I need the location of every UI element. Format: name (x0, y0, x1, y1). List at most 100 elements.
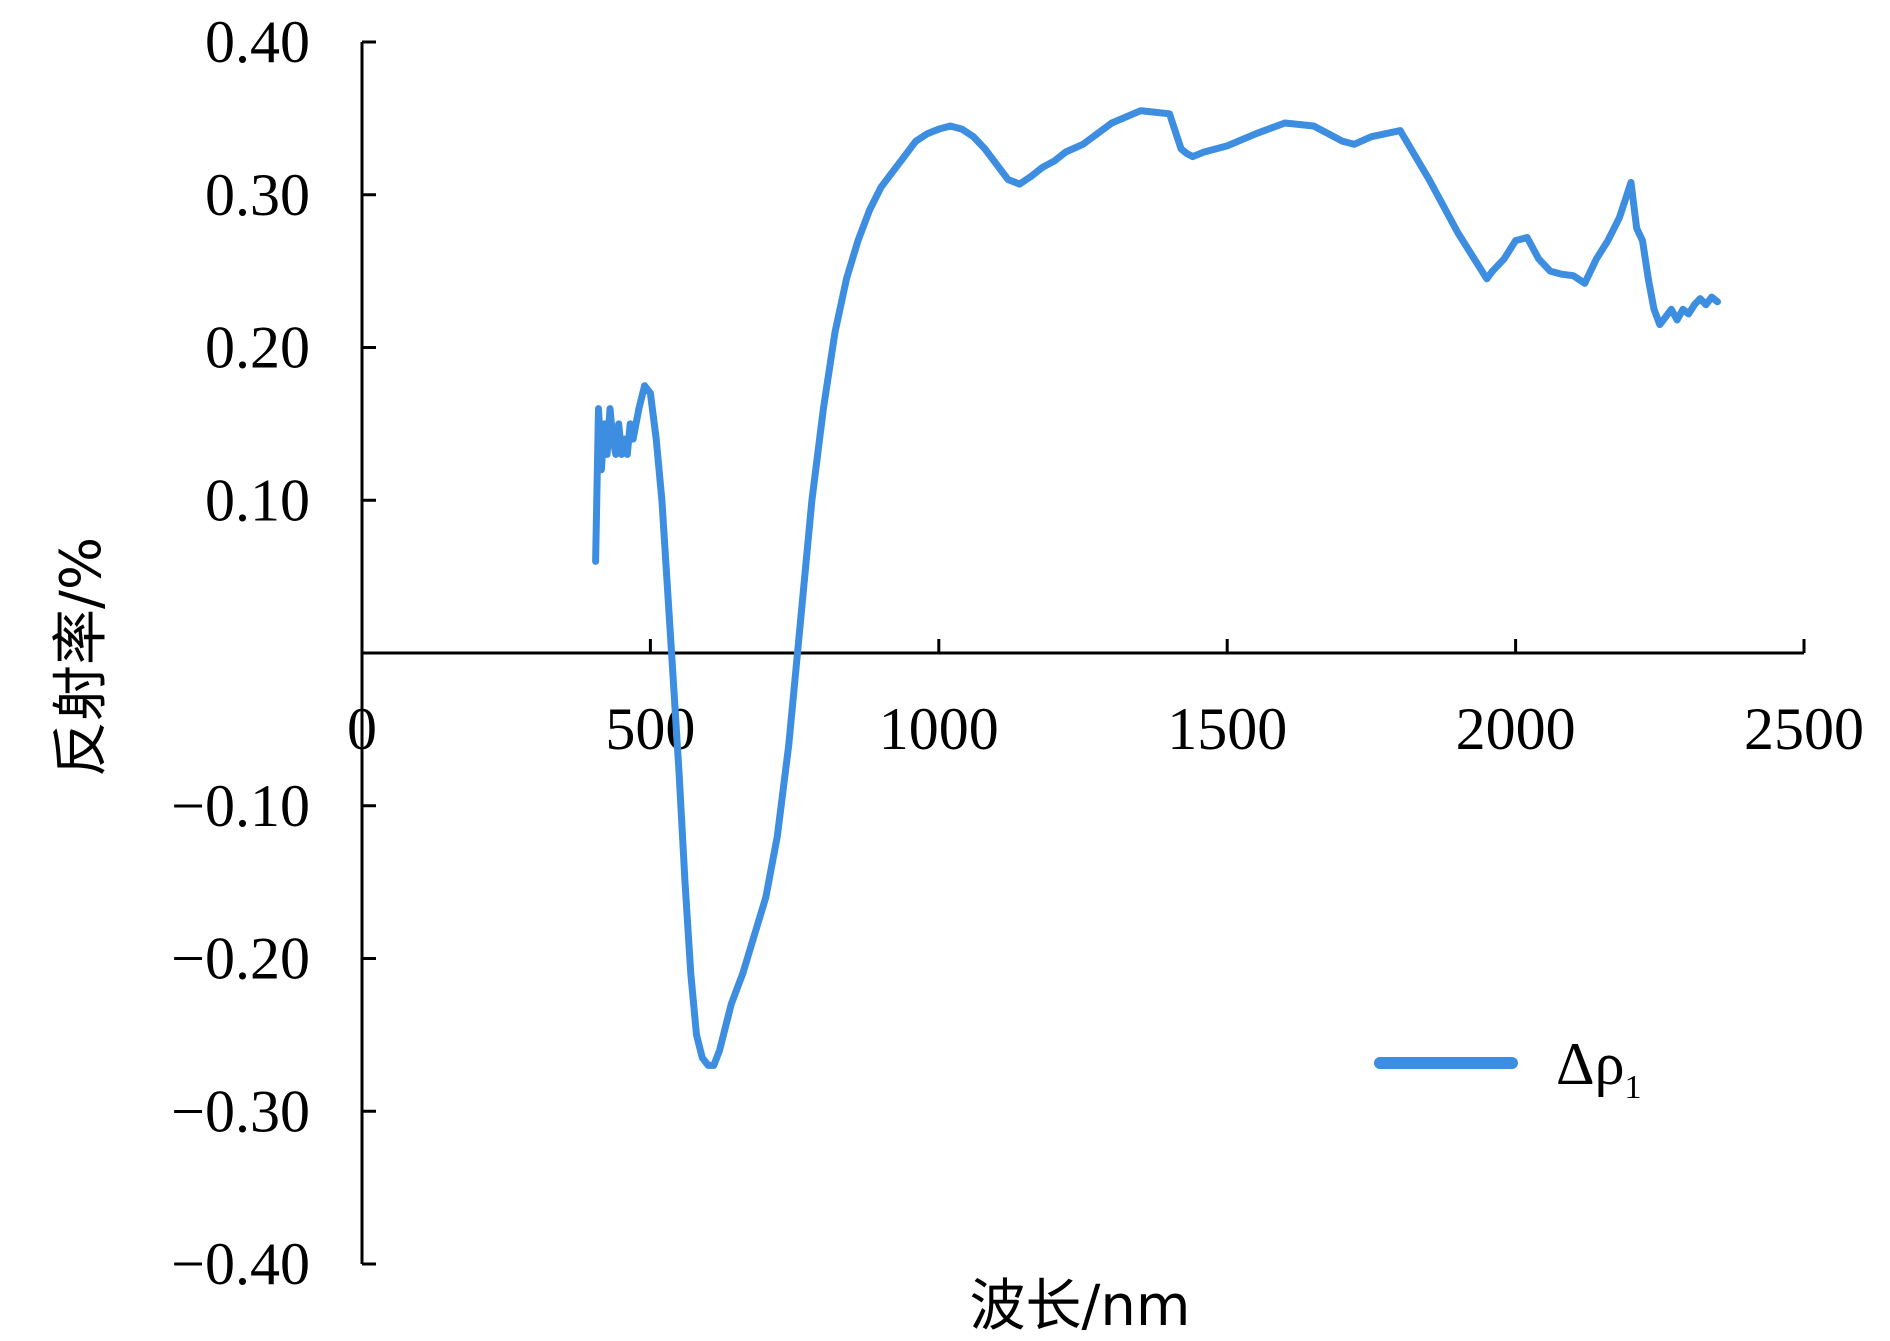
data-point (606, 405, 614, 412)
data-point (1593, 255, 1600, 263)
data-point (1339, 138, 1346, 145)
data-point (912, 138, 919, 145)
data-point (843, 275, 850, 282)
data-point (676, 772, 683, 779)
data-point (624, 451, 631, 458)
data-point (1627, 179, 1635, 186)
data-point (981, 145, 989, 153)
data-point (877, 183, 885, 191)
data-point (808, 497, 816, 504)
data-point (1483, 275, 1491, 282)
data-point (1512, 237, 1519, 244)
data-point (1016, 180, 1023, 188)
data-point (1281, 119, 1289, 127)
x-tick-label: 0 (347, 696, 377, 762)
data-point (1662, 313, 1669, 321)
data-point (1581, 280, 1589, 287)
data-point (728, 1001, 735, 1008)
data-point (1177, 145, 1185, 153)
data-point (635, 405, 643, 412)
data-point (1708, 293, 1715, 301)
data-point (722, 1023, 729, 1031)
data-point (1668, 306, 1675, 313)
data-point (592, 558, 599, 565)
data-point (1454, 229, 1462, 237)
data-point (612, 451, 619, 458)
data-point (653, 435, 660, 443)
data-point (935, 125, 942, 133)
series-line (592, 107, 1721, 1069)
data-point (1702, 301, 1710, 308)
data-point (774, 833, 781, 840)
data-point (866, 206, 873, 214)
x-tick-label: 500 (605, 696, 695, 762)
x-tick-label: 1000 (879, 696, 999, 762)
data-point (820, 405, 827, 412)
data-point (621, 435, 628, 443)
data-point (1650, 306, 1658, 313)
data-point (615, 420, 622, 428)
y-tick-label: −0.10 (171, 773, 310, 839)
x-axis-title: 波长/nm (970, 1274, 1191, 1339)
data-point (687, 970, 694, 977)
data-point (993, 161, 1000, 168)
data-point (603, 451, 611, 458)
data-point (1224, 142, 1231, 150)
data-point (601, 420, 608, 428)
y-tick-label: −0.40 (171, 1231, 310, 1297)
data-point (598, 466, 605, 473)
data-point (1685, 310, 1692, 318)
y-tick-label: 0.10 (205, 467, 310, 533)
data-point (797, 619, 804, 626)
data-point (1523, 234, 1531, 241)
x-tick-label: 2000 (1456, 696, 1576, 762)
data-point (947, 122, 954, 130)
data-point (629, 435, 637, 443)
data-point (1500, 255, 1508, 263)
data-point (1633, 225, 1640, 232)
data-point (1166, 110, 1173, 118)
data-point (733, 985, 741, 993)
legend: Δρ1 (1374, 1031, 1642, 1106)
data-point (1558, 271, 1565, 278)
data-point (1051, 157, 1058, 165)
data-point (1714, 298, 1721, 305)
data-point (716, 1047, 723, 1054)
data-point (1368, 133, 1375, 140)
data-point (1183, 150, 1191, 157)
x-tick-label: 1500 (1167, 696, 1287, 762)
legend-symbol: Δρ (1556, 1031, 1625, 1097)
data-point (1079, 141, 1087, 148)
y-tick-label: 0.20 (205, 315, 310, 381)
data-point (1350, 141, 1358, 148)
data-point (1639, 237, 1646, 244)
data-point (699, 1054, 706, 1062)
data-point (1535, 255, 1542, 263)
data-point (627, 420, 634, 428)
data-point (1062, 148, 1069, 156)
data-point (924, 130, 931, 137)
y-tick-label: −0.30 (171, 1078, 310, 1144)
legend-subscript: 1 (1625, 1069, 1642, 1106)
x-tick-label: 2500 (1744, 696, 1864, 762)
data-point (1570, 272, 1577, 279)
data-point (1310, 122, 1317, 130)
data-point (664, 588, 671, 596)
data-point (670, 680, 677, 687)
y-tick-label: −0.20 (171, 926, 310, 992)
data-point (970, 133, 977, 140)
data-point (609, 435, 617, 443)
data-point (785, 741, 792, 748)
data-point (1691, 301, 1698, 308)
y-tick-label: 0.40 (205, 9, 310, 75)
data-point (595, 405, 602, 412)
series (592, 107, 1721, 1069)
data-point (647, 390, 654, 397)
data-point (1027, 173, 1035, 180)
y-axis-title: 反射率/% (49, 537, 114, 777)
data-point (901, 153, 908, 160)
data-point (1004, 176, 1012, 183)
ticks: 0.40 0.30 0.20 0.10 −0.10 −0.20 −0.30 −0.40 0 500… (171, 9, 1864, 1297)
data-point (641, 382, 648, 389)
